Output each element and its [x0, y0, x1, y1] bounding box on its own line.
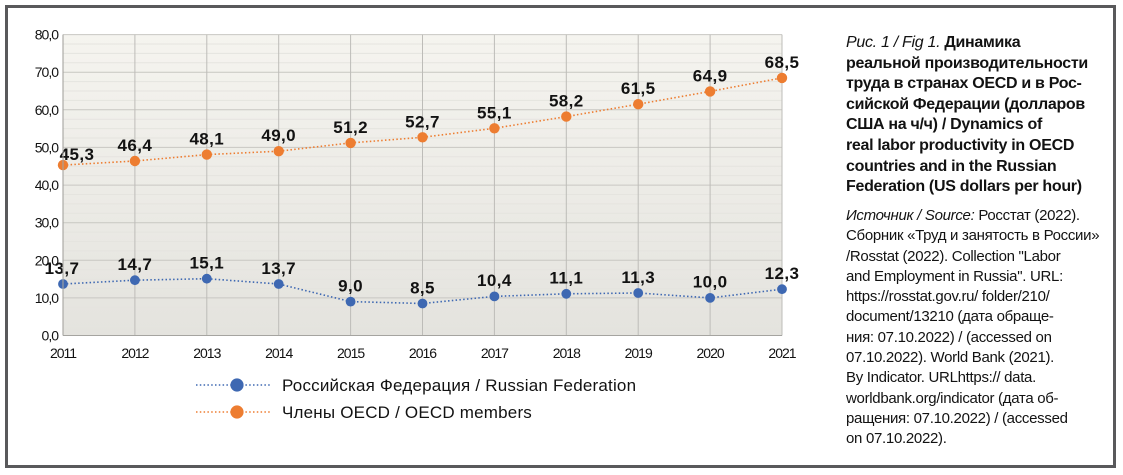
svg-text:10,4: 10,4: [477, 271, 512, 290]
svg-text:55,1: 55,1: [477, 103, 512, 122]
svg-text:2021: 2021: [768, 345, 796, 361]
svg-text:46,4: 46,4: [118, 136, 153, 155]
svg-text:13,7: 13,7: [261, 259, 296, 278]
svg-text:2020: 2020: [697, 345, 725, 361]
svg-text:48,1: 48,1: [189, 130, 224, 149]
svg-text:2014: 2014: [265, 345, 293, 361]
svg-text:70,0: 70,0: [35, 64, 59, 80]
svg-text:2019: 2019: [625, 345, 653, 361]
svg-text:58,2: 58,2: [549, 92, 584, 111]
svg-text:40,0: 40,0: [35, 177, 59, 193]
svg-text:2013: 2013: [193, 345, 221, 361]
svg-text:10,0: 10,0: [35, 290, 59, 306]
svg-text:8,5: 8,5: [410, 278, 435, 297]
svg-text:20,0: 20,0: [35, 252, 59, 268]
svg-text:30,0: 30,0: [35, 215, 59, 231]
svg-text:9,0: 9,0: [338, 276, 363, 295]
svg-text:2011: 2011: [50, 345, 77, 361]
svg-text:11,1: 11,1: [549, 269, 583, 288]
svg-text:80,0: 80,0: [35, 27, 59, 43]
svg-text:64,9: 64,9: [693, 66, 728, 85]
svg-text:45,3: 45,3: [60, 145, 95, 164]
svg-text:13,7: 13,7: [45, 259, 80, 278]
svg-text:15,1: 15,1: [189, 254, 224, 273]
svg-text:51,2: 51,2: [333, 118, 368, 137]
svg-text:2016: 2016: [409, 345, 437, 361]
svg-text:0,0: 0,0: [42, 328, 60, 344]
svg-text:10,0: 10,0: [693, 273, 728, 292]
svg-text:2012: 2012: [121, 345, 149, 361]
svg-text:68,5: 68,5: [765, 53, 800, 72]
svg-text:52,7: 52,7: [405, 112, 440, 131]
svg-text:14,7: 14,7: [118, 255, 153, 274]
svg-text:61,5: 61,5: [621, 79, 656, 98]
svg-text:Члены OECD / OECD members: Члены OECD / OECD members: [282, 403, 532, 422]
svg-text:2017: 2017: [481, 345, 509, 361]
svg-text:49,0: 49,0: [261, 126, 296, 145]
svg-text:60,0: 60,0: [35, 102, 59, 118]
svg-text:Российская Федерация / Russian: Российская Федерация / Russian Federatio…: [282, 376, 636, 395]
svg-text:11,3: 11,3: [621, 268, 655, 287]
svg-text:12,3: 12,3: [765, 264, 800, 283]
svg-text:2018: 2018: [553, 345, 581, 361]
svg-text:50,0: 50,0: [35, 139, 59, 155]
svg-text:2015: 2015: [337, 345, 365, 361]
